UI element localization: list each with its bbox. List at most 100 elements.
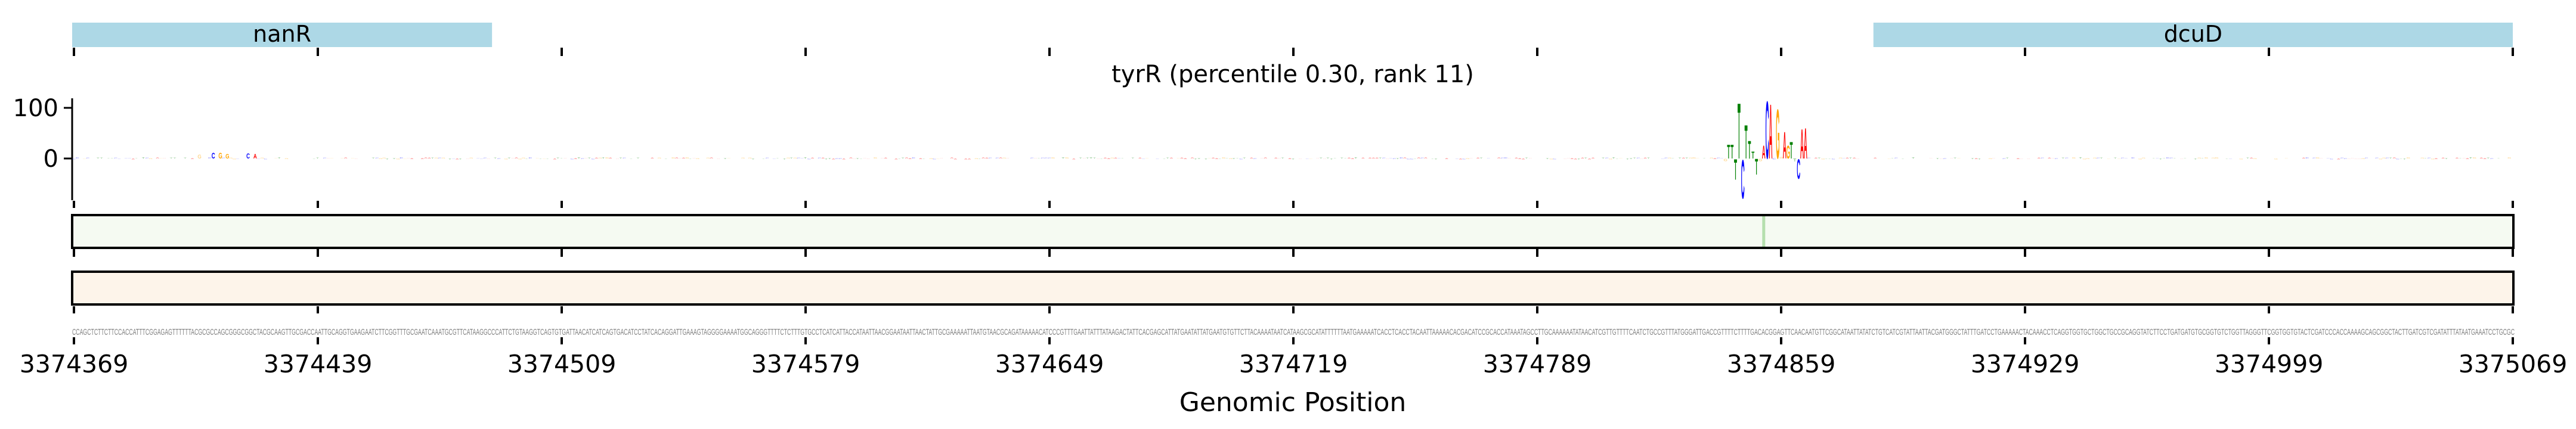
logo-letter-G: G (2473, 157, 2477, 159)
logo-letter-A: A (1347, 158, 1351, 159)
logo-letter-A: A (2456, 158, 2460, 159)
logo-letter-G: G (2316, 157, 2320, 158)
logo-letter-A: A (344, 157, 348, 158)
track-green-fill (71, 214, 2515, 249)
logo-letter-T: T (2389, 158, 2393, 159)
logo-letter-A: A (1476, 158, 1481, 159)
logo-letter-A: A (821, 158, 825, 159)
logo-letter-A: A (866, 158, 871, 159)
logo-letter-A: A (953, 158, 958, 160)
logo-letter-A: A (905, 157, 909, 158)
logo-letter-C: C (1943, 158, 1948, 160)
logo-letter-T: T (1936, 158, 1940, 159)
logo-letter-G: G (1466, 158, 1470, 160)
x-tick-label: 3374789 (1483, 350, 1592, 378)
logo-letter-C: C (2166, 157, 2171, 158)
logo-letter-A: A (1497, 157, 1501, 158)
logo-letter-G: G (2253, 158, 2258, 160)
logo-letter-C: C (1044, 158, 1048, 159)
logo-letter-C: C (1407, 158, 1411, 160)
logo-letter-T: T (393, 158, 397, 159)
logo-letter-T: T (1218, 158, 1222, 159)
logo-letter-G: G (1110, 158, 1114, 159)
logo-letter-A: A (2337, 158, 2341, 160)
logo-letter-G: G (929, 158, 933, 159)
logo-letter-T: T (316, 158, 319, 159)
logo-letter-T: T (825, 158, 828, 160)
logo-letter-A: A (410, 158, 414, 159)
logo-letter-A: A (1762, 141, 1766, 163)
logo-letter-C: C (592, 158, 596, 160)
logo-letter-T: T (1330, 158, 1333, 160)
logo-letter-T: T (1790, 138, 1793, 164)
logo-letter-C: C (264, 158, 268, 160)
logo-letter-T: T (1828, 158, 1832, 159)
logo-letter-A: A (2483, 158, 2487, 159)
logo-letter-T: T (1194, 158, 1197, 160)
logo-letter-T: T (1292, 158, 1295, 160)
logo-letter-G: G (518, 158, 522, 160)
logo-letter-T: T (2225, 158, 2229, 159)
logo-letter-A: A (553, 158, 557, 160)
logo-letter-C: C (323, 158, 327, 159)
logo-letter-T: T (1615, 158, 1619, 159)
logo-letter-A: A (1138, 158, 1143, 159)
logo-letter-C: C (1410, 158, 1414, 160)
logo-letter-T: T (1093, 158, 1097, 159)
x-tick-label: 3374929 (1971, 350, 2080, 378)
logo-letter-T: T (2159, 158, 2163, 160)
logo-letter-A: A (1591, 158, 1595, 159)
logo-letter-T: T (2079, 157, 2082, 159)
logo-letter-A: A (1940, 158, 1944, 159)
x-tick-label: 3374999 (2215, 350, 2324, 378)
logo-letter-G: G (696, 158, 700, 160)
logo-letter-T: T (431, 158, 434, 159)
logo-letter-T: T (630, 158, 633, 159)
logo-letter-G: G (685, 158, 689, 159)
logo-letter-A: A (1097, 158, 1101, 159)
logo-letter-T: T (1379, 158, 1382, 159)
logo-letter-G: G (1549, 158, 1553, 160)
logo-letter-G: G (382, 158, 386, 159)
logo-letter-G: G (793, 158, 797, 159)
logo-letter-C: C (2131, 157, 2135, 158)
logo-letter-A: A (908, 158, 912, 159)
logo-letter-G: G (1002, 158, 1007, 159)
logo-letter-C: C (1504, 157, 1508, 158)
logo-letter-T: T (1912, 157, 1915, 158)
logo-letter-G: G (2507, 157, 2512, 158)
logo-letter-C: C (212, 152, 215, 161)
logo-letter-A: A (1170, 158, 1174, 159)
attribution-track-orange (71, 271, 2515, 306)
logo-letter-T: T (856, 158, 860, 160)
logo-letter-C: C (1807, 158, 1812, 159)
logo-letter-A: A (1386, 158, 1390, 159)
logo-letter-T: T (1818, 158, 1821, 159)
logo-letter-G: G (1776, 94, 1779, 173)
logo-letter-G: G (1821, 158, 1825, 160)
logo-letter-C: C (2386, 158, 2390, 159)
logo-letter-T: T (1679, 158, 1682, 159)
x-tick-label: 3374369 (20, 350, 129, 378)
logo-letter-A: A (1417, 157, 1421, 158)
logo-letter-C: C (571, 158, 575, 160)
logo-letter-G: G (1668, 158, 1672, 159)
logo-letter-C: C (528, 157, 532, 158)
logo-letter-A: A (964, 158, 968, 160)
logo-letter-T: T (2006, 158, 2010, 159)
logo-letter-T: T (1626, 158, 1630, 160)
logo-letter-A: A (811, 158, 815, 159)
logo-letter-C: C (807, 158, 812, 160)
logo-letter-C: C (438, 158, 442, 159)
logo-letter-C: C (1832, 158, 1836, 160)
logo-letter-C: C (76, 158, 80, 159)
logo-letter-C: C (2169, 158, 2174, 159)
logo-letter-C: C (117, 158, 122, 159)
logo-letter-T: T (978, 158, 982, 159)
logo-letter-T: T (556, 158, 560, 159)
logo-letter-C: C (1456, 158, 1460, 159)
logo-letter-G: G (1724, 158, 1728, 162)
logo-letter-T: T (1061, 157, 1064, 158)
logo-letter-A: A (2180, 158, 2184, 159)
